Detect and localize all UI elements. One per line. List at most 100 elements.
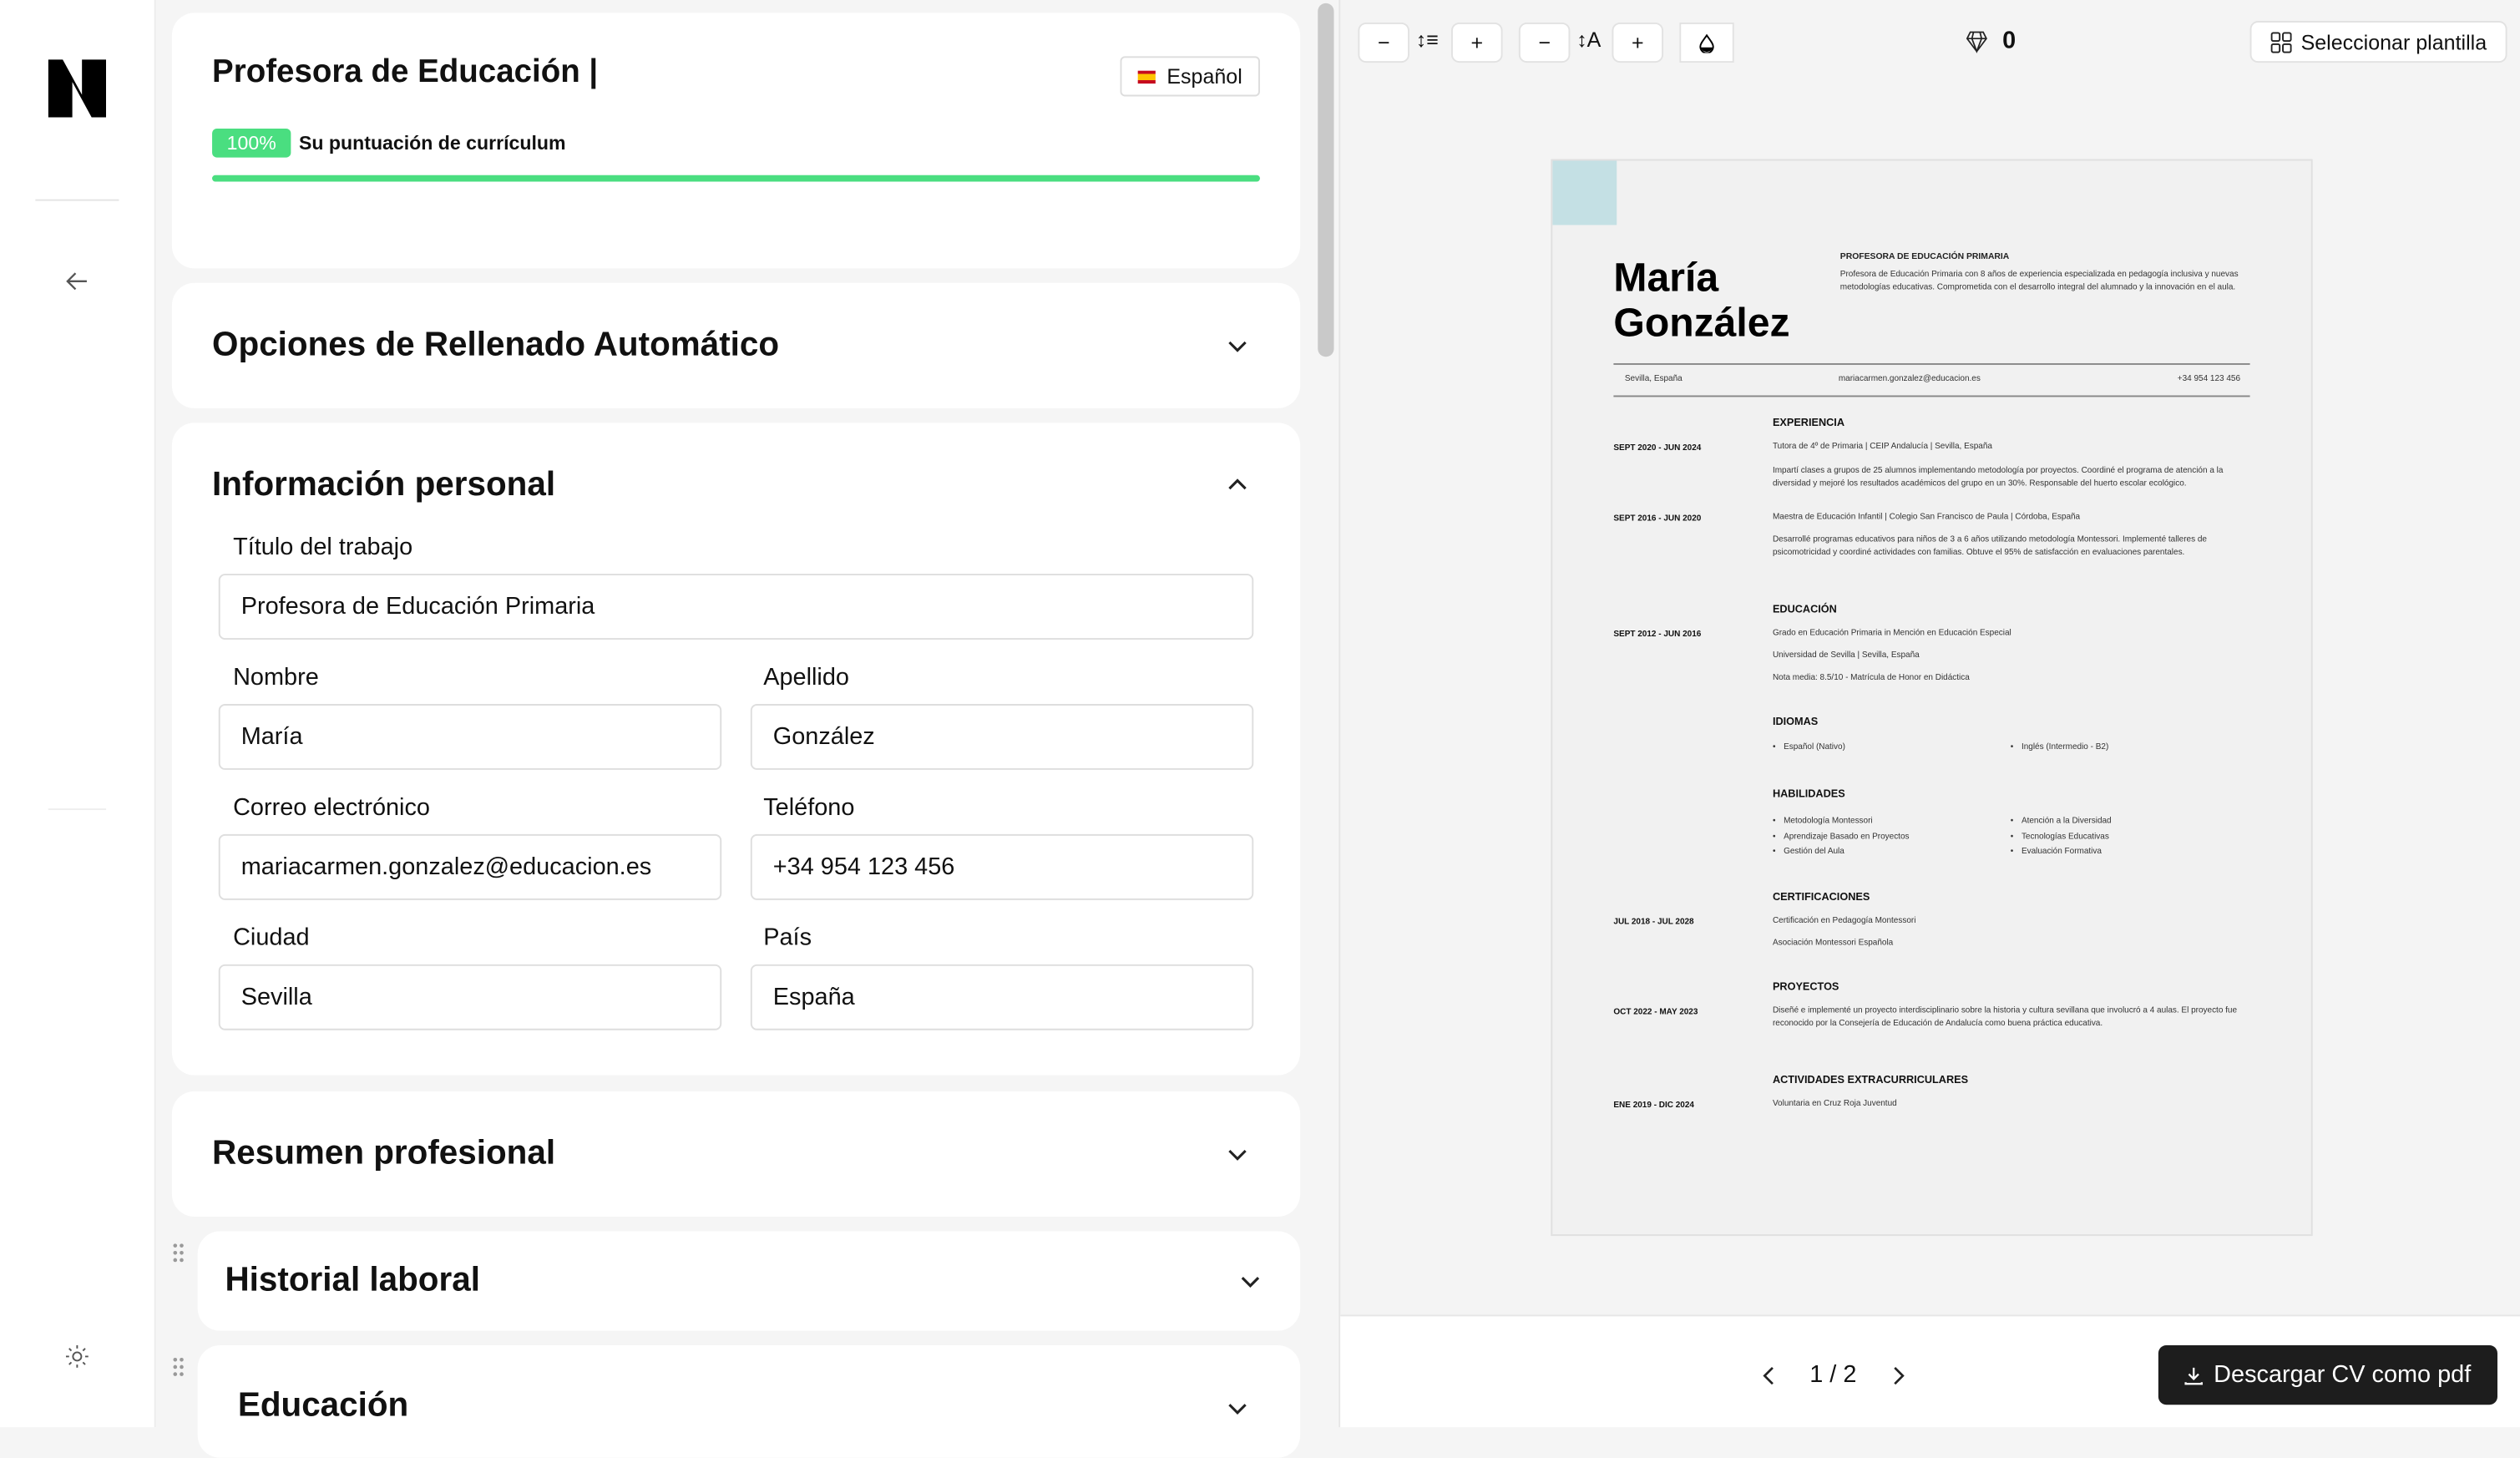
cv-date: SEPT 2012 - JUN 2016 [1613, 630, 1702, 640]
cv-location: Sevilla, España [1624, 374, 1683, 385]
cv-skills: Metodología MontessoriAprendizaje Basado… [1773, 815, 1910, 862]
font-size-decrease-button[interactable]: − [1518, 22, 1571, 63]
language-label: Español [1166, 63, 1242, 89]
editor-panel: Profesora de Educación | Español 100% Su… [155, 0, 1339, 1458]
cv-languages: Español (Nativo) [1773, 742, 1845, 754]
cv-desc: Voluntaria en Cruz Roja Juventud [1772, 1099, 1897, 1110]
cv-date: JUL 2018 - JUL 2028 [1613, 918, 1694, 928]
cv-language: Español (Nativo) [1773, 742, 1845, 754]
chevron-down-icon[interactable] [1227, 1142, 1249, 1165]
divider [1613, 362, 2250, 365]
personal-info-section: Información personal Título del trabajo … [171, 423, 1301, 1076]
section-title: Historial laboral [225, 1261, 480, 1299]
cv-desc: Diseñé e implementé un proyecto interdis… [1772, 1005, 2238, 1028]
cv-summary: Profesora de Educación Primaria con 8 añ… [1839, 270, 2239, 292]
line-spacing-decrease-button[interactable]: − [1358, 22, 1409, 63]
header-card: Profesora de Educación | Español 100% Su… [171, 13, 1301, 269]
cv-date: SEPT 2016 - JUN 2020 [1613, 514, 1702, 524]
score-progress [212, 175, 1260, 182]
spain-flag-icon [1137, 69, 1156, 84]
cv-language: Inglés (Intermedio - B2) [2011, 742, 2108, 754]
grid-icon [2270, 31, 2292, 53]
cv-date: SEPT 2020 - JUN 2024 [1613, 443, 1702, 453]
cv-accent-square [1552, 160, 1617, 225]
cv-first-name: María [1613, 256, 1719, 301]
phone-input[interactable]: +34 954 123 456 [750, 833, 1254, 900]
cv-name: María González [1613, 256, 1789, 346]
font-size-increase-button[interactable]: + [1612, 22, 1664, 63]
scrollbar-thumb[interactable] [1318, 3, 1334, 357]
section-title: Opciones de Rellenado Automático [212, 326, 780, 363]
section-title: Resumen profesional [212, 1134, 556, 1172]
email-input[interactable]: mariacarmen.gonzalez@educacion.es [218, 833, 722, 900]
chevron-down-icon[interactable] [1239, 1270, 1262, 1293]
job-title-input[interactable]: Profesora de Educación Primaria [218, 574, 1254, 640]
section-title: Información personal [212, 466, 556, 504]
autofill-section[interactable]: Opciones de Rellenado Automático [171, 282, 1301, 408]
work-history-section[interactable]: Historial laboral [197, 1231, 1301, 1331]
cv-section-title: CERTIFICACIONES [1772, 892, 1870, 904]
cv-skill: Tecnologías Educativas [2011, 830, 2112, 846]
first-name-input[interactable]: María [218, 704, 722, 770]
chevron-down-icon[interactable] [1227, 334, 1249, 357]
drag-handle-icon[interactable] [172, 1356, 185, 1377]
score-badge: 100% [212, 128, 291, 158]
cv-title[interactable]: Profesora de Educación | [212, 54, 599, 90]
line-spacing-increase-button[interactable]: + [1451, 22, 1503, 63]
divider [1613, 395, 2250, 397]
download-icon [2185, 1366, 2204, 1385]
chevron-down-icon[interactable] [1227, 1397, 1249, 1420]
chevron-up-icon[interactable] [1227, 474, 1249, 497]
section-title: Educación [237, 1387, 409, 1425]
cv-section-title: EXPERIENCIA [1772, 418, 1844, 429]
cv-preview-page: María González PROFESORA DE EDUCACIÓN PRI… [1551, 159, 2313, 1237]
back-arrow-icon[interactable] [66, 271, 89, 291]
phone-label: Teléfono [763, 793, 855, 822]
cv-desc: Impartí clases a grupos de 25 alumnos im… [1772, 466, 2224, 489]
cv-section-title: IDIOMAS [1772, 716, 1819, 728]
language-button[interactable]: Español [1120, 56, 1260, 97]
cv-skill: Atención a la Diversidad [2011, 815, 2112, 831]
cv-email: mariacarmen.gonzalez@educacion.es [1838, 374, 1981, 385]
last-name-label: Apellido [763, 663, 849, 691]
cv-desc: Desarrollé programas educativos para niñ… [1772, 534, 2208, 557]
cv-note: Nota media: 8.5/10 - Matrícula de Honor … [1772, 673, 1970, 683]
prev-page-icon[interactable] [1763, 1366, 1775, 1385]
cv-section-title: EDUCACIÓN [1772, 604, 1837, 616]
divider [48, 808, 107, 811]
score-label: Su puntuación de currículum [298, 131, 566, 154]
country-label: País [763, 924, 812, 952]
summary-section[interactable]: Resumen profesional [171, 1091, 1301, 1217]
diamond-icon [1966, 31, 1987, 53]
cv-section-title: HABILIDADES [1772, 789, 1845, 801]
cv-phone: +34 954 123 456 [2177, 374, 2241, 385]
color-picker-button[interactable] [1679, 22, 1734, 63]
drag-handle-icon[interactable] [172, 1243, 185, 1263]
line-spacing-icon: ↕≡ [1415, 27, 1439, 52]
download-pdf-button[interactable]: Descargar CV como pdf [2158, 1344, 2497, 1405]
footer-bar: 1 / 2 Descargar CV como pdf [1340, 1314, 2520, 1428]
theme-sun-icon[interactable] [65, 1344, 89, 1368]
cv-last-name: González [1613, 300, 1790, 346]
cv-skill: Aprendizaje Basado en Proyectos [1773, 830, 1909, 846]
next-page-icon[interactable] [1891, 1366, 1905, 1385]
select-template-button[interactable]: Seleccionar plantilla [2249, 21, 2507, 63]
cv-headline: PROFESORA DE EDUCACIÓN PRIMARIA [1839, 252, 2010, 262]
education-section[interactable]: Educación [197, 1344, 1301, 1458]
cv-skill: Gestión del Aula [1773, 846, 1910, 862]
logo-icon[interactable] [48, 59, 107, 118]
color-drop-icon [1699, 33, 1714, 53]
credits-count: 0 [2002, 27, 2017, 55]
cv-skill: Metodología Montessori [1773, 815, 1910, 831]
download-label: Descargar CV como pdf [2214, 1361, 2472, 1389]
job-title-label: Título del trabajo [233, 534, 413, 561]
email-label: Correo electrónico [233, 793, 430, 822]
cv-cert-name: Certificación en Pedagogía Montessori [1772, 916, 1916, 926]
cv-section-title: PROYECTOS [1772, 981, 1839, 994]
country-input[interactable]: España [750, 964, 1254, 1030]
cv-role: Maestra de Educación Infantil | Colegio … [1772, 512, 2081, 523]
cv-role: Tutora de 4º de Primaria | CEIP Andalucí… [1772, 442, 1992, 452]
first-name-label: Nombre [233, 663, 319, 691]
city-input[interactable]: Sevilla [218, 964, 722, 1030]
last-name-input[interactable]: González [750, 704, 1254, 770]
